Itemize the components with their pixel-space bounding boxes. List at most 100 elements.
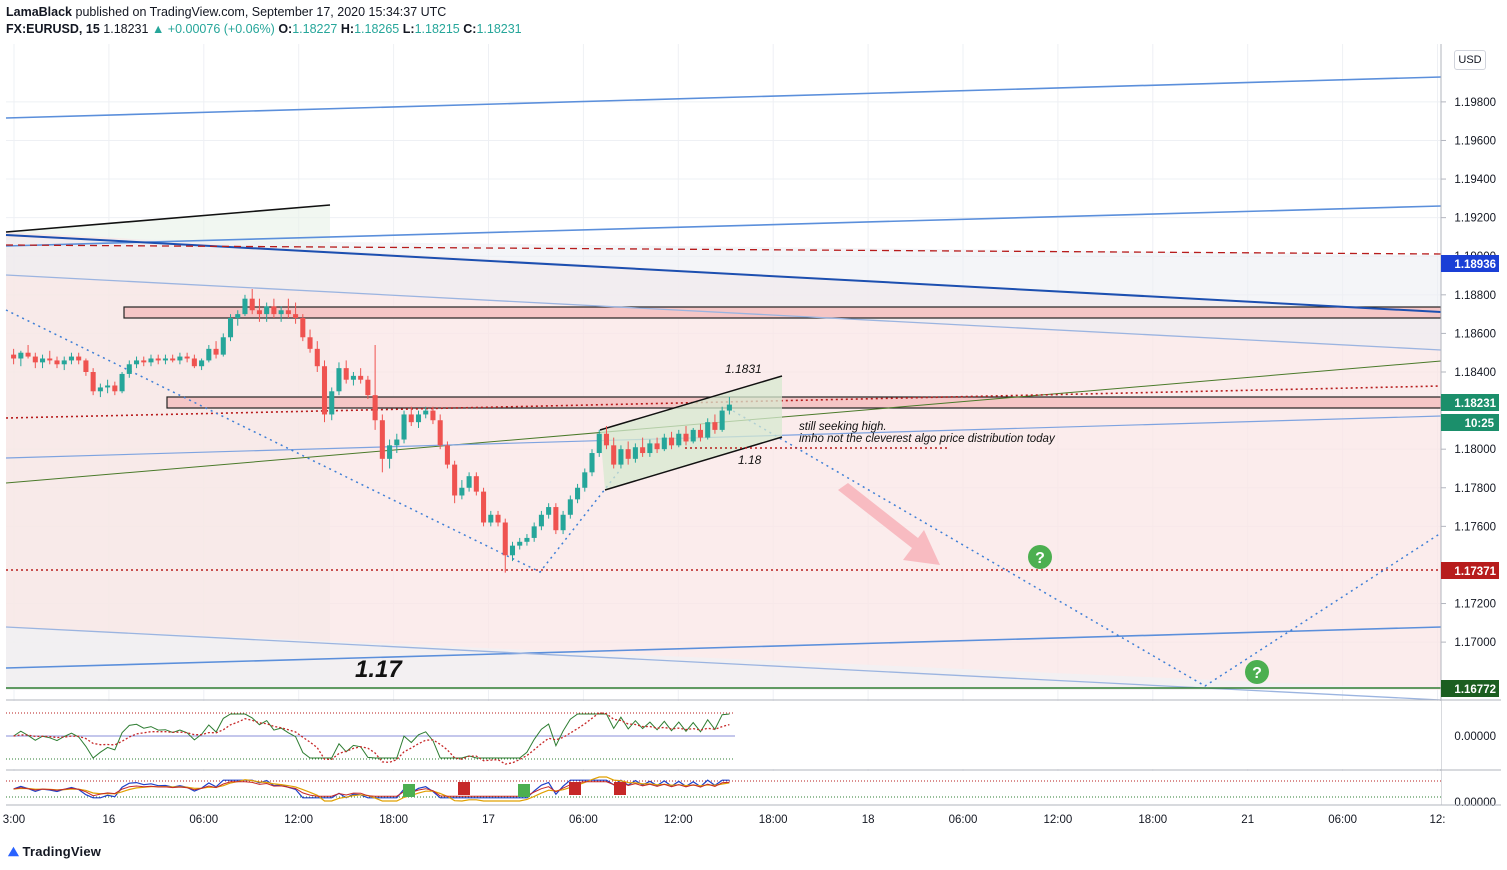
rising-channel-lower[interactable] [604, 436, 783, 491]
candle [697, 424, 703, 442]
candle [300, 314, 306, 342]
zigzag-path-1[interactable] [5, 309, 621, 573]
h-marker-icon[interactable] [458, 782, 470, 795]
candle [589, 449, 595, 477]
candle-body [582, 472, 588, 488]
price-label-current-text: 1.18231 [1454, 398, 1496, 410]
candle-body [596, 433, 602, 454]
h-marker-icon[interactable] [569, 782, 581, 795]
price-change: +0.00076 (+0.06%) [167, 22, 275, 36]
red-dotted-trend-line[interactable] [5, 385, 1442, 419]
candles [11, 289, 732, 573]
candle [618, 445, 624, 469]
y-tick-label: 1.17600 [1454, 521, 1496, 533]
note-line-1: still seeking high. [799, 421, 887, 433]
resistance-box-upper[interactable] [123, 306, 1442, 319]
candle [358, 368, 364, 384]
n-marker-icon[interactable] [518, 784, 530, 797]
lower-channel-line[interactable] [5, 626, 1442, 669]
time-ticks[interactable]: 3:00 16 06:00 12:00 18:00 17 06:00 12:00 18:00 18… [3, 814, 1446, 826]
candle [285, 298, 291, 318]
x-tick-label: 3:00 [3, 814, 25, 826]
candle-body [32, 356, 38, 363]
zigzag-path-2[interactable] [727, 407, 1442, 687]
candle [415, 410, 422, 428]
question-icon[interactable]: ? [1245, 660, 1269, 684]
candle-body [632, 447, 638, 459]
countdown-text: 10:25 [1465, 418, 1495, 430]
x-tick-label: 12:00 [1044, 814, 1073, 826]
candle-body [546, 507, 552, 515]
candle-body [575, 487, 581, 500]
dark-blue-trend-line[interactable] [5, 234, 1442, 313]
price-ticks: 1.198001.196001.194001.192001.190001.188… [1441, 97, 1496, 649]
candle-body [466, 476, 472, 488]
candle [32, 352, 38, 369]
candle [307, 329, 313, 353]
oscillator-pane-1[interactable] [6, 701, 1441, 769]
x-tick-label: 06:00 [949, 814, 978, 826]
candle [603, 426, 610, 450]
h-marker-icon[interactable] [614, 782, 626, 795]
candle-body [437, 420, 443, 446]
candle [640, 437, 646, 457]
candle [293, 302, 299, 324]
candle-body [603, 433, 610, 446]
candle [481, 487, 487, 527]
candle-body [61, 360, 67, 365]
candle [553, 503, 559, 535]
price-label-green[interactable]: 1.16772 [1441, 680, 1499, 697]
price-label-green-text: 1.16772 [1454, 684, 1496, 696]
currency-button[interactable]: USD [1454, 50, 1486, 70]
candle-body [199, 360, 205, 367]
candle-body [669, 437, 675, 446]
oscillator-pane-2[interactable] [6, 771, 1441, 805]
candle [509, 541, 516, 562]
question-icon[interactable]: ? [1028, 545, 1052, 569]
candle-body [68, 356, 74, 361]
candle [669, 431, 675, 450]
candle [531, 522, 537, 542]
candle [408, 406, 414, 427]
resistance-box-lower[interactable] [166, 396, 1442, 409]
candle [444, 441, 450, 469]
price-label-current[interactable]: 1.18231 10:25 [1441, 394, 1499, 431]
candle [401, 410, 407, 444]
n-marker-icon[interactable] [403, 784, 415, 797]
rising-channel-upper[interactable] [599, 375, 783, 431]
y-tick-label: 1.19600 [1454, 135, 1496, 147]
candle [350, 372, 356, 386]
candle [76, 352, 82, 365]
candle-body [40, 358, 46, 363]
candle [437, 414, 443, 450]
candle [502, 518, 508, 573]
light-blue-line[interactable] [5, 274, 1442, 351]
blue-channel-line[interactable] [5, 205, 1442, 247]
price-label-blue[interactable]: 1.18936 [1441, 255, 1499, 272]
candle [264, 302, 270, 322]
candle [61, 356, 67, 371]
publisher-name[interactable]: LamaBlack [6, 5, 73, 19]
candle-body [155, 358, 161, 361]
candle-body [336, 368, 342, 392]
candle-body [278, 310, 284, 315]
note-line-2: imho not the cleverest algo price distri… [799, 433, 1056, 445]
candle [567, 495, 573, 519]
footer-brand[interactable]: ⛰ TradingView [8, 844, 101, 860]
candle [25, 344, 31, 359]
candle-body [191, 358, 197, 367]
price-label-red[interactable]: 1.17371 [1441, 562, 1499, 579]
candle-body [387, 445, 393, 459]
candle [199, 358, 205, 371]
candle-body [256, 310, 262, 315]
candle-body [141, 360, 147, 363]
black-trend-line[interactable] [5, 204, 331, 233]
down-arrow-icon[interactable] [838, 483, 940, 565]
candle-body [640, 447, 646, 454]
candle-body [220, 337, 226, 355]
label-channel-low: 1.18 [738, 453, 762, 467]
upper-channel-line[interactable] [5, 76, 1442, 119]
candle [430, 406, 436, 425]
candle-body [712, 422, 718, 430]
